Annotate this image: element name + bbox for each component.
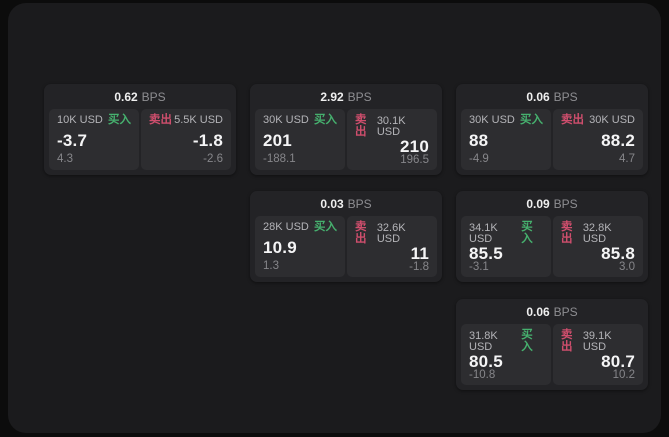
sell-delta: 10.2 [612, 369, 635, 381]
quote-panels: 30K USD 买入 88 -4.9 卖出 30K USD 88.2 4.7 [461, 109, 643, 170]
sell-side-label: 卖出 [355, 114, 367, 138]
spread-value: 0.62 [114, 89, 138, 104]
buy-delta: 4.3 [57, 152, 73, 165]
quote-card-6: 0.06 BPS 31.8K USD 买入 80.5 -10.8 卖出 39.1… [456, 299, 648, 390]
quote-panels: 28K USD 买入 10.9 1.3 卖出 32.6K USD 11 -1.8 [255, 216, 437, 277]
sell-size: 30K USD [589, 114, 635, 127]
buy-delta: 1.3 [263, 259, 279, 272]
sell-price: -1.8 [192, 130, 223, 150]
spread-header: 0.06 BPS [456, 299, 648, 324]
sell-delta: -2.6 [203, 152, 223, 165]
quote-card-4: 0.03 BPS 28K USD 买入 10.9 1.3 卖出 32.6K US… [250, 191, 442, 282]
buy-panel[interactable]: 30K USD 买入 201 -188.1 [255, 109, 345, 170]
buy-delta: -3.1 [469, 261, 489, 273]
sell-side-label: 卖出 [561, 329, 573, 353]
sell-size: 32.8K USD [582, 221, 612, 245]
buy-delta: -4.9 [469, 152, 489, 165]
buy-side-label: 买入 [520, 114, 543, 126]
buy-side-label: 买入 [108, 114, 131, 126]
sell-size: 30.1K USD [376, 114, 406, 138]
buy-size: 30K USD [263, 114, 309, 127]
buy-panel[interactable]: 10K USD 买入 -3.7 4.3 [49, 109, 139, 170]
spread-value: 0.03 [320, 196, 344, 211]
buy-size: 10K USD [57, 114, 103, 127]
buy-price: 85.5 [469, 244, 503, 263]
quote-card-1: 0.62 BPS 10K USD 买入 -3.7 4.3 卖出 5.5K USD… [44, 84, 236, 175]
spread-value: 0.09 [526, 196, 550, 211]
bps-unit-label: BPS [553, 89, 578, 104]
sell-delta: 196.5 [400, 154, 429, 166]
sell-delta: -1.8 [409, 261, 429, 273]
buy-price: -3.7 [57, 130, 88, 150]
sell-panel[interactable]: 卖出 5.5K USD -1.8 -2.6 [141, 109, 231, 170]
spread-value: 0.06 [526, 304, 550, 319]
bps-unit-label: BPS [553, 196, 578, 211]
buy-side-label: 买入 [521, 221, 533, 245]
sell-side-label: 卖出 [149, 114, 172, 126]
sell-side-label: 卖出 [561, 221, 573, 245]
quote-card-2: 2.92 BPS 30K USD 买入 201 -188.1 卖出 30.1K … [250, 84, 442, 175]
sell-panel[interactable]: 卖出 32.8K USD 85.8 3.0 [553, 216, 643, 277]
quote-panels: 10K USD 买入 -3.7 4.3 卖出 5.5K USD -1.8 -2.… [49, 109, 231, 170]
buy-price: 88 [469, 130, 489, 150]
spread-header: 2.92 BPS [250, 84, 442, 109]
sell-delta: 4.7 [619, 152, 635, 165]
sell-panel[interactable]: 卖出 30K USD 88.2 4.7 [553, 109, 643, 170]
buy-panel[interactable]: 30K USD 买入 88 -4.9 [461, 109, 551, 170]
sell-panel[interactable]: 卖出 30.1K USD 210 196.5 [347, 109, 437, 170]
buy-size: 31.8K USD [469, 329, 498, 353]
spread-header: 0.62 BPS [44, 84, 236, 109]
sell-price: 88.2 [601, 130, 635, 150]
buy-panel[interactable]: 28K USD 买入 10.9 1.3 [255, 216, 345, 277]
buy-size: 30K USD [469, 114, 515, 127]
sell-price: 85.8 [601, 244, 635, 263]
sell-panel[interactable]: 卖出 32.6K USD 11 -1.8 [347, 216, 437, 277]
spread-value: 2.92 [320, 89, 344, 104]
sell-side-label: 卖出 [355, 221, 367, 245]
dark-surface-panel: 0.62 BPS 10K USD 买入 -3.7 4.3 卖出 5.5K USD… [8, 3, 661, 433]
buy-panel[interactable]: 34.1K USD 买入 85.5 -3.1 [461, 216, 551, 277]
bps-unit-label: BPS [141, 89, 166, 104]
buy-price: 10.9 [263, 237, 297, 257]
quote-card-5: 0.09 BPS 34.1K USD 买入 85.5 -3.1 卖出 32.8K… [456, 191, 648, 282]
sell-price: 210 [400, 137, 429, 156]
buy-size: 34.1K USD [469, 221, 498, 245]
sell-price: 11 [410, 244, 429, 263]
buy-delta: -10.8 [469, 369, 496, 381]
buy-side-label: 买入 [314, 114, 337, 126]
bps-unit-label: BPS [347, 196, 372, 211]
quote-panels: 31.8K USD 买入 80.5 -10.8 卖出 39.1K USD 80.… [461, 324, 643, 385]
sell-price: 80.7 [601, 352, 635, 371]
bps-unit-label: BPS [553, 304, 578, 319]
sell-size: 5.5K USD [174, 114, 223, 127]
buy-price: 201 [263, 130, 292, 150]
buy-delta: -188.1 [263, 152, 296, 165]
buy-side-label: 买入 [521, 329, 533, 353]
buy-size: 28K USD [263, 221, 309, 234]
buy-panel[interactable]: 31.8K USD 买入 80.5 -10.8 [461, 324, 551, 385]
sell-size: 32.6K USD [376, 221, 406, 245]
quote-panels: 30K USD 买入 201 -188.1 卖出 30.1K USD 210 1… [255, 109, 437, 170]
quote-panels: 34.1K USD 买入 85.5 -3.1 卖出 32.8K USD 85.8… [461, 216, 643, 277]
buy-price: 80.5 [469, 352, 503, 371]
spread-header: 0.09 BPS [456, 191, 648, 216]
sell-size: 39.1K USD [582, 329, 612, 353]
spread-header: 0.03 BPS [250, 191, 442, 216]
spread-value: 0.06 [526, 89, 550, 104]
sell-side-label: 卖出 [561, 114, 584, 126]
spread-header: 0.06 BPS [456, 84, 648, 109]
sell-panel[interactable]: 卖出 39.1K USD 80.7 10.2 [553, 324, 643, 385]
quote-card-3: 0.06 BPS 30K USD 买入 88 -4.9 卖出 30K USD 8… [456, 84, 648, 175]
sell-delta: 3.0 [619, 261, 635, 273]
bps-unit-label: BPS [347, 89, 372, 104]
buy-side-label: 买入 [314, 221, 337, 233]
